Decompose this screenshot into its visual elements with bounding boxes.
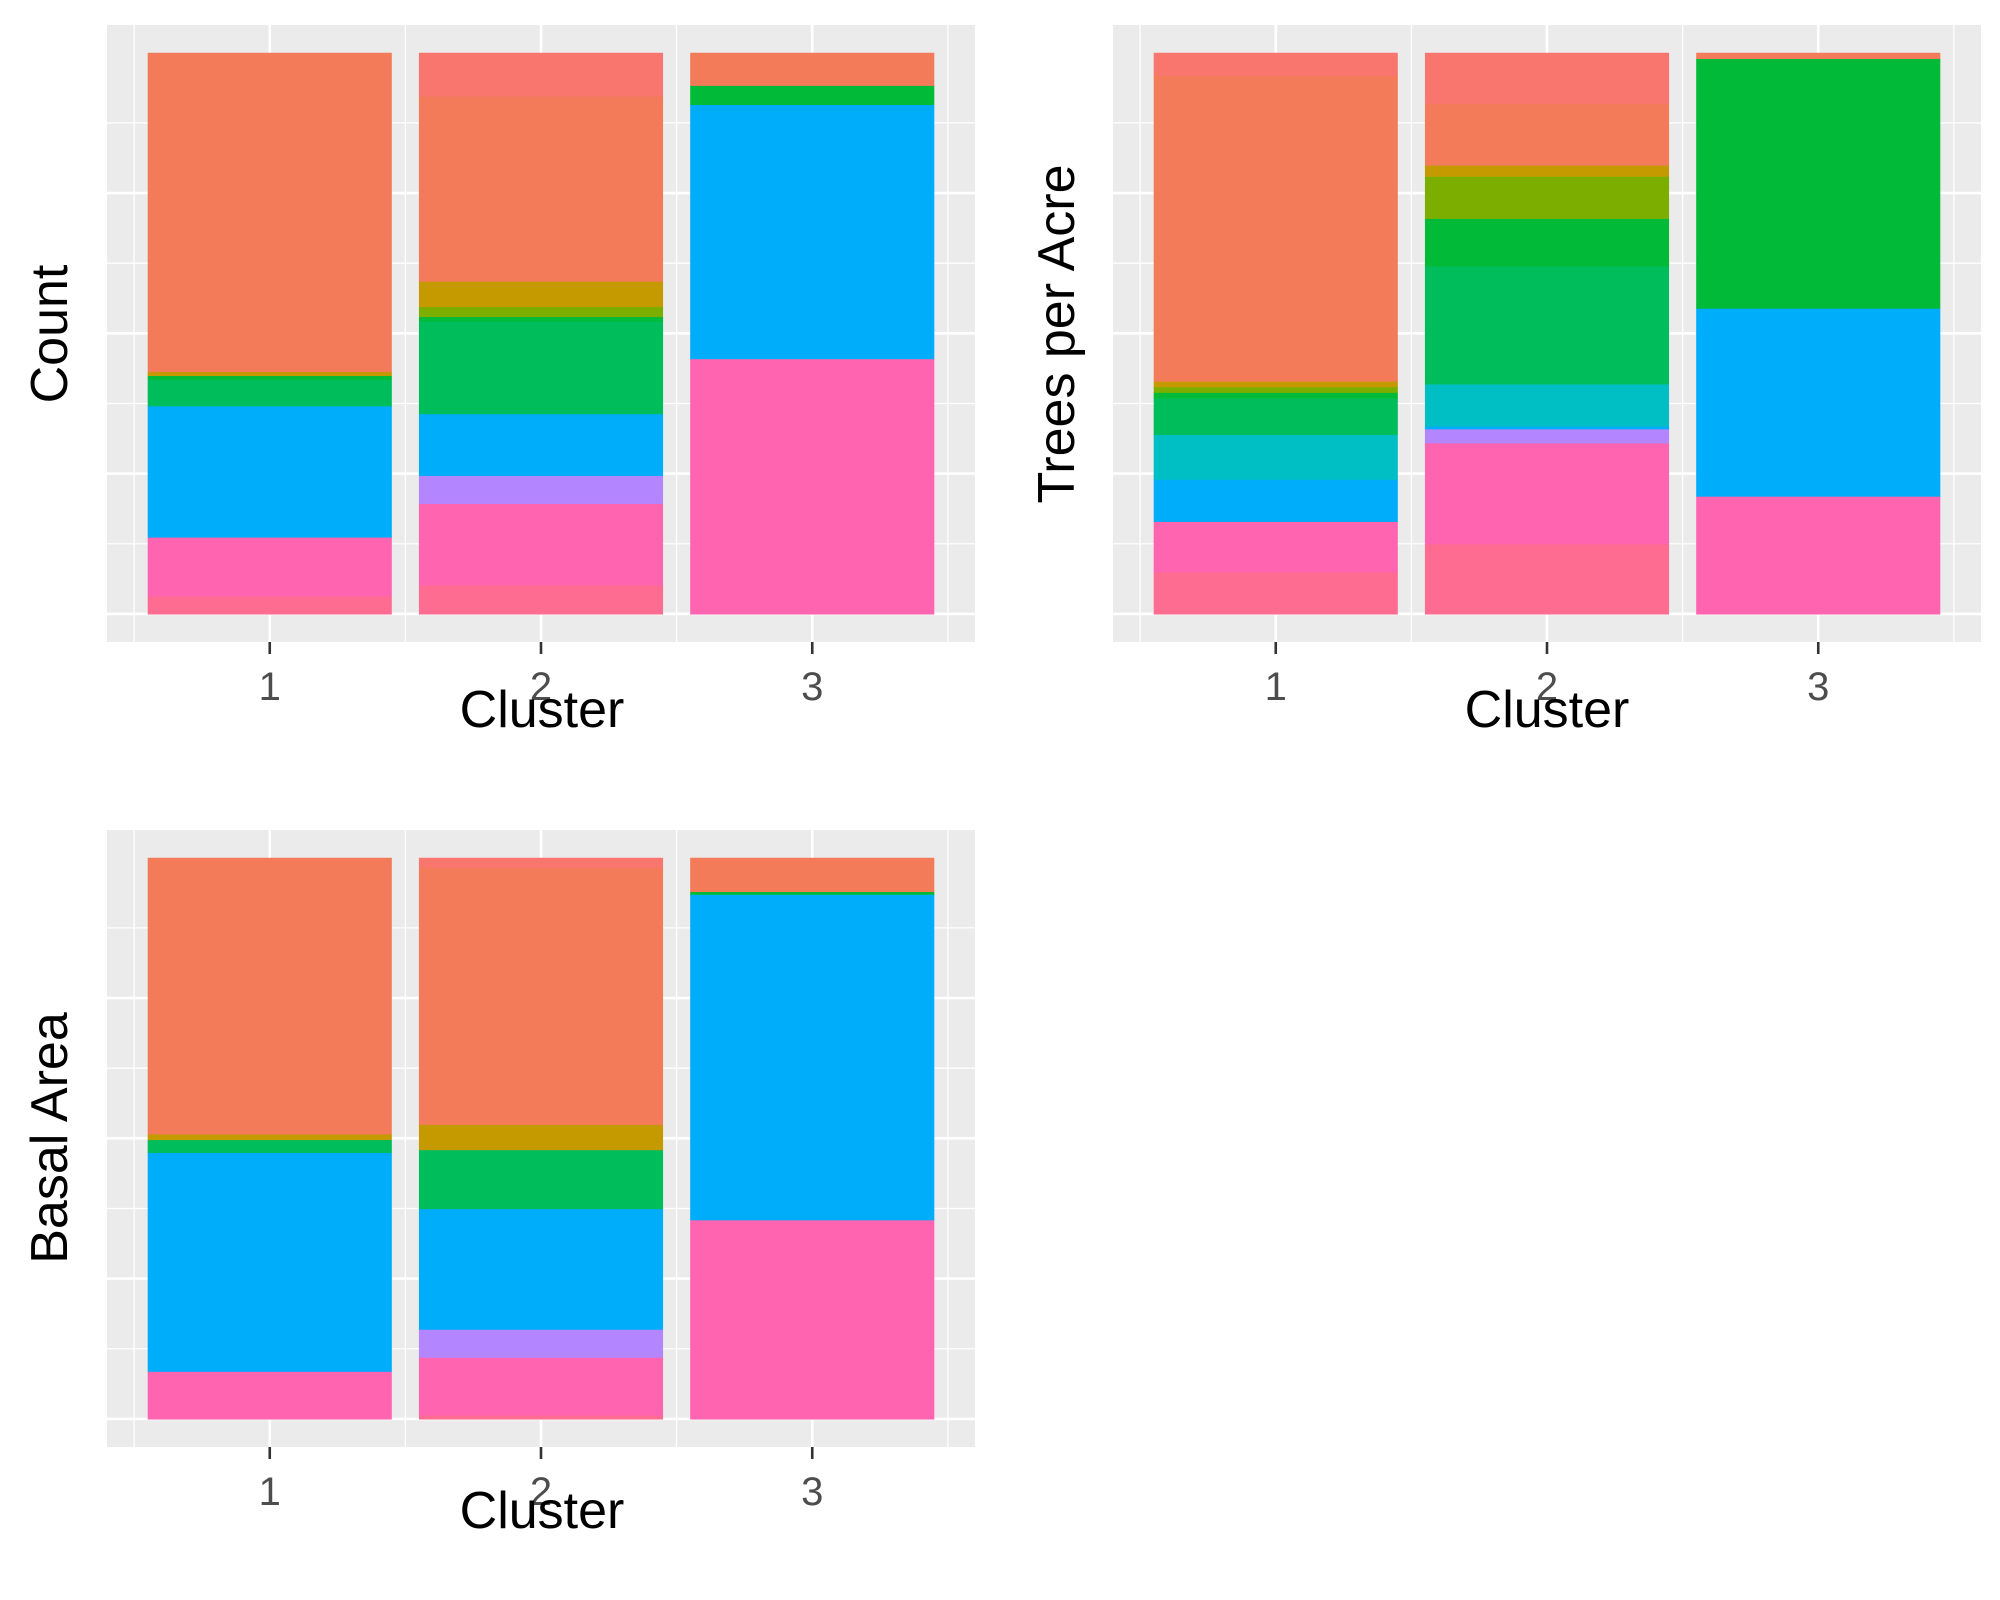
bar-segment-c1-s4 (147, 1133, 392, 1141)
x-axis-title: Cluster (1465, 681, 1630, 739)
bar-segment-c2-s10 (418, 52, 664, 97)
bar-segment-c1-s9 (1153, 75, 1398, 382)
bar-segment-c1-s6 (147, 371, 392, 377)
bar-segment-c3-s1 (690, 358, 935, 615)
bar-segment-c1-s4 (1153, 434, 1398, 480)
x-tick-label: 2 (530, 1470, 552, 1514)
bar-segment-c2-s7 (1424, 218, 1670, 267)
bar-segment-c3-s3 (690, 891, 935, 895)
bar-segment-c2-s4 (1424, 425, 1670, 430)
x-tick-label: 3 (801, 665, 823, 709)
bar-segment-c1-s2 (1153, 521, 1398, 573)
x-tick-label: 1 (259, 1470, 281, 1514)
bar-segment-c1-s7 (147, 52, 392, 373)
bar-segment-c2-s3 (418, 1329, 664, 1358)
y-axis-title: Trees per Acre (1028, 164, 1086, 503)
bar-segment-c2-s8 (1424, 176, 1670, 219)
bar-segment-c1-s5 (1153, 397, 1398, 435)
y-axis-title: Basal Area (21, 1012, 79, 1264)
bar-segment-c2-s2 (418, 1357, 664, 1416)
bar-segment-c1-s8 (1153, 381, 1398, 388)
bar-segment-c3-s3 (1696, 58, 1941, 309)
x-axis-title: Cluster (460, 1482, 625, 1540)
x-axis-title: Cluster (460, 681, 625, 739)
bar-segment-c3-s3 (690, 85, 935, 105)
bar-segment-c2-s1 (418, 584, 664, 615)
bar-segment-c2-s6 (1424, 266, 1670, 385)
bar-segment-c1-s2 (147, 1152, 392, 1372)
bar-segment-c3-s1 (690, 1219, 935, 1420)
bar-segment-c3-s1 (1696, 496, 1941, 615)
bar-segment-c1-s1 (1153, 571, 1398, 615)
x-tick-label: 1 (1265, 665, 1287, 709)
bar-segment-c2-s6 (418, 1124, 664, 1151)
bar-segment-c1-s1 (147, 1371, 392, 1420)
bar-segment-c1-s3 (147, 405, 392, 538)
bar-segment-c1-s7 (1153, 386, 1398, 393)
bar-segment-c2-s5 (418, 321, 664, 415)
bar-segment-c3-s4 (690, 52, 935, 86)
chart-panel-1: 1 2 3 Cluster Count (21, 25, 975, 739)
bar-segment-c2-s4 (418, 1208, 664, 1330)
bar-segment-c1-s5 (147, 375, 392, 380)
bar-segment-c1-s5 (147, 857, 392, 1135)
x-tick-label: 2 (1536, 665, 1558, 709)
chart-panel-3: 1 2 3 Cluster Basal Area (21, 830, 975, 1540)
bar-segment-c1-s1 (147, 595, 392, 615)
bar-segment-c2-s10 (1424, 103, 1670, 166)
bar-segment-c2-s6 (418, 316, 664, 322)
chart-panel-2: 1 2 3 Cluster Trees per Acre (1028, 25, 1981, 739)
bar-segment-c2-s4 (418, 413, 664, 476)
bar-segment-c2-s3 (418, 475, 664, 504)
x-tick-label: 2 (530, 665, 552, 709)
bar-segment-c2-s1 (418, 1414, 664, 1420)
bar-segment-c2-s5 (418, 1149, 664, 1210)
bar-segment-c2-s7 (418, 867, 664, 1125)
bar-segment-c3-s2 (690, 894, 935, 1221)
bar-segment-c1-s10 (1153, 52, 1398, 76)
bar-segment-c3-s2 (690, 104, 935, 360)
bar-segment-c1-s2 (147, 537, 392, 597)
x-tick-label: 1 (259, 665, 281, 709)
bar-segment-c3-s4 (690, 857, 935, 893)
bar-segment-c2-s8 (418, 281, 664, 308)
bar-segment-c2-s3 (1424, 428, 1670, 444)
bar-segment-c2-s9 (418, 95, 664, 282)
bar-segment-c3-s4 (1696, 52, 1941, 59)
bar-segment-c3-s2 (1696, 308, 1941, 497)
bar-segment-c2-s11 (1424, 52, 1670, 104)
bar-segment-c1-s6 (1153, 392, 1398, 399)
bar-segment-c1-s3 (1153, 479, 1398, 522)
y-axis-title: Count (21, 264, 79, 403)
x-tick-label: 3 (801, 1470, 823, 1514)
bar-segment-c2-s9 (1424, 164, 1670, 177)
bar-segment-c2-s7 (418, 306, 664, 318)
bar-segment-c2-s2 (1424, 442, 1670, 545)
bar-segment-c1-s3 (147, 1139, 392, 1153)
bar-segment-c1-s4 (147, 379, 392, 407)
bar-segment-c2-s1 (1424, 543, 1670, 615)
x-tick-label: 3 (1807, 665, 1829, 709)
bar-segment-c2-s8 (418, 857, 664, 868)
bar-segment-c2-s5 (1424, 383, 1670, 427)
bar-segment-c2-s2 (418, 503, 664, 586)
